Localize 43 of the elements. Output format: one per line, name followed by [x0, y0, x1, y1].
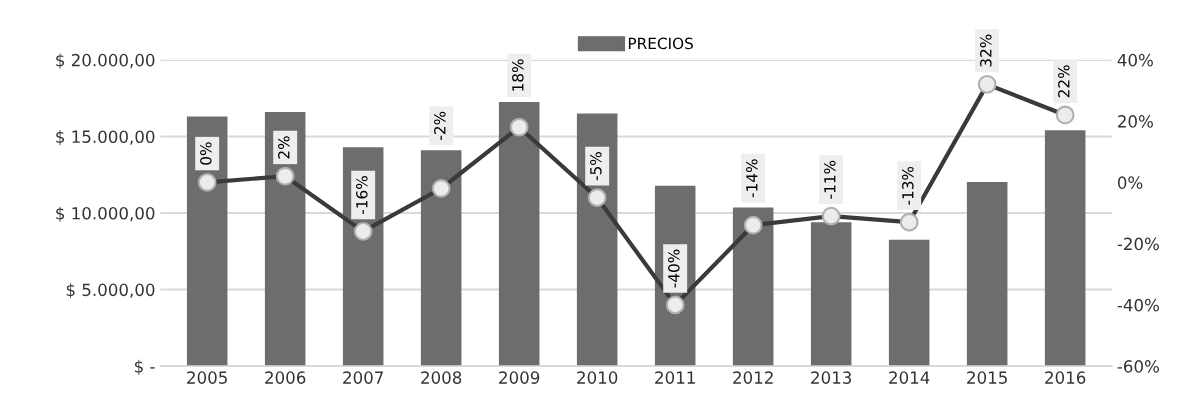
- x-tick-label: 2012: [733, 371, 773, 384]
- data-label: -14%: [746, 159, 758, 198]
- data-label: -40%: [668, 249, 680, 288]
- y2-tick-label: -20%: [1117, 237, 1159, 251]
- data-label: -16%: [356, 176, 368, 214]
- y2-tick-label: 40%: [1117, 53, 1153, 67]
- data-label: 18%: [512, 59, 524, 91]
- data-label: -5%: [590, 152, 602, 181]
- y-tick-label: $ 10.000,00: [56, 206, 155, 222]
- data-label: -11%: [824, 160, 836, 199]
- data-label: -2%: [434, 111, 446, 140]
- y2-tick-label: 0%: [1117, 176, 1143, 189]
- legend-label: PRECIOS: [628, 37, 693, 50]
- x-tick-label: 2005: [187, 371, 227, 384]
- x-tick-label: 2011: [655, 371, 695, 384]
- bar: [732, 207, 774, 367]
- x-tick-label: 2008: [421, 371, 462, 384]
- x-tick-label: 2009: [499, 371, 540, 384]
- data-label: 2%: [278, 136, 290, 159]
- y2-tick-label: 20%: [1118, 115, 1153, 128]
- x-tick-label: 2006: [265, 371, 306, 384]
- bar: [888, 239, 930, 367]
- bar: [498, 101, 540, 367]
- data-label: 32%: [980, 34, 992, 67]
- y-tick-label: $ -: [134, 359, 155, 375]
- x-tick-label: 2007: [343, 371, 383, 384]
- x-tick-label: 2015: [967, 371, 1007, 384]
- x-tick-label: 2016: [1045, 371, 1086, 384]
- bar: [810, 222, 852, 367]
- bar: [1044, 130, 1086, 367]
- bar: [966, 181, 1008, 367]
- data-label: 22%: [1058, 65, 1070, 98]
- data-label: 0%: [200, 142, 212, 165]
- bar: [420, 150, 462, 367]
- y2-tick-label: -60%: [1117, 360, 1159, 373]
- x-tick-label: 2010: [577, 371, 618, 384]
- x-tick-label: 2013: [811, 371, 852, 384]
- y2-tick-label: -40%: [1117, 298, 1159, 312]
- y-tick-label: $ 15.000,00: [56, 130, 155, 146]
- y-tick-label: $ 5.000,00: [66, 283, 155, 299]
- x-tick-label: 2014: [889, 371, 930, 384]
- y-tick-label: $ 20.000,00: [56, 53, 155, 69]
- data-label: -13%: [902, 166, 914, 205]
